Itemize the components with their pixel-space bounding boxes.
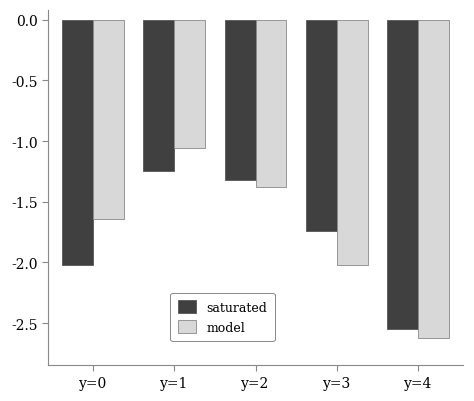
Bar xyxy=(62,21,93,265)
Bar xyxy=(418,21,449,338)
Bar xyxy=(255,21,286,188)
Bar xyxy=(337,21,368,265)
Bar xyxy=(174,21,205,149)
Bar xyxy=(387,21,418,329)
Legend: saturated, model: saturated, model xyxy=(170,293,274,342)
Bar xyxy=(225,21,255,180)
Bar xyxy=(143,21,174,172)
Bar xyxy=(306,21,337,231)
Bar xyxy=(93,21,124,219)
